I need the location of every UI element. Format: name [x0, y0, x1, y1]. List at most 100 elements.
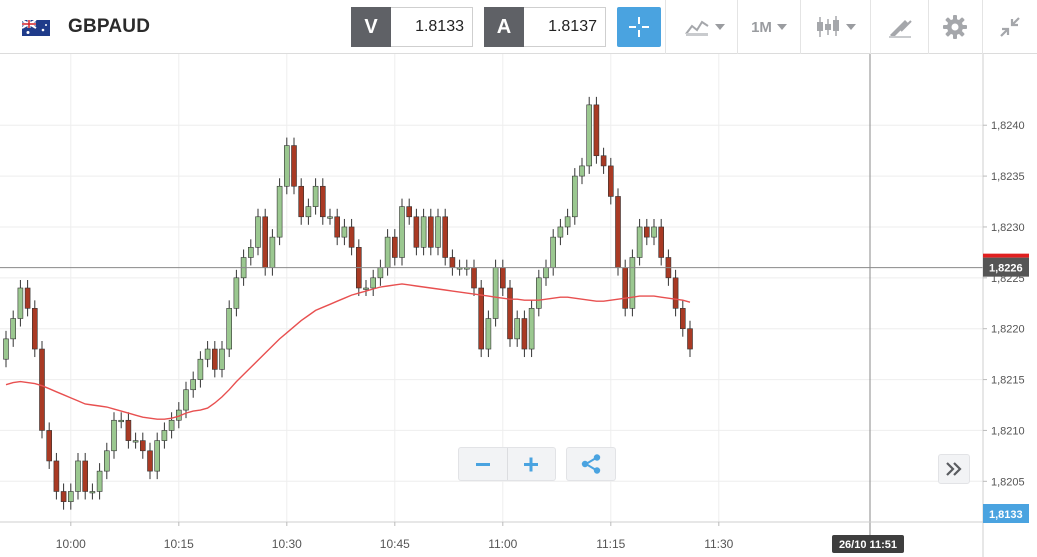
candle-body [75, 460, 81, 492]
current-price-label: 1,8226 [989, 263, 1023, 275]
minus-icon [475, 463, 490, 466]
chart-type-button[interactable] [676, 7, 732, 47]
candle-body [276, 185, 283, 238]
candle-body [334, 216, 341, 238]
scroll-to-latest-button[interactable] [938, 454, 970, 484]
candle-body [348, 226, 355, 248]
candle-body [60, 491, 67, 502]
settings-button[interactable] [934, 7, 976, 47]
candle-body [46, 430, 53, 462]
candle-body [363, 287, 369, 290]
candle-body [147, 450, 153, 472]
buy-tag[interactable]: A [484, 7, 524, 47]
sell-price-box[interactable]: V 1.8133 [351, 7, 473, 47]
sell-tag[interactable]: V [351, 7, 391, 47]
candle-body [17, 287, 24, 319]
toolbar-divider [870, 0, 871, 54]
current-price-accent [983, 253, 1029, 258]
bid-price-marker [983, 504, 1029, 523]
candlestick-icon [816, 16, 839, 37]
candle-body [3, 338, 9, 360]
collapse-icon [1000, 17, 1020, 37]
candle-body [535, 277, 542, 309]
candle-body [118, 419, 124, 423]
zoom-out-button[interactable] [459, 448, 507, 480]
timeframe-dropdown[interactable]: 1M [744, 7, 794, 47]
crosshair-button[interactable] [617, 7, 661, 47]
candle-body [514, 318, 521, 340]
candle-body [543, 267, 549, 279]
candle-body [427, 216, 434, 248]
candle-body [687, 328, 693, 350]
candle-body [651, 226, 657, 238]
x-tick-label: 11:30 [704, 537, 733, 551]
candle-body [629, 257, 636, 309]
chart-grid [0, 54, 983, 522]
collapse-button[interactable] [988, 7, 1032, 47]
candle-body [319, 185, 326, 218]
toolbar-divider [928, 0, 929, 54]
candle-body [658, 226, 665, 258]
toolbar-divider [982, 0, 983, 54]
candle-body [298, 185, 305, 218]
candle-body [197, 358, 204, 380]
candle-body [420, 216, 427, 248]
candle-body [204, 348, 211, 360]
plus-icon [524, 457, 539, 472]
zoom-in-button[interactable] [508, 448, 556, 480]
candle-body [607, 165, 614, 197]
buy-price[interactable]: 1.8137 [524, 7, 606, 47]
x-tick-label: 10:30 [272, 537, 302, 551]
candle-body [449, 257, 456, 268]
drawing-tools-icon [889, 20, 912, 38]
candle-body [557, 226, 564, 238]
candle-style-button[interactable] [808, 7, 862, 47]
cursor-time-marker [832, 535, 904, 553]
candle-body [384, 236, 391, 268]
x-tick-label: 10:45 [380, 537, 410, 551]
sell-price[interactable]: 1.8133 [391, 7, 473, 47]
chevron-down-icon [776, 24, 787, 30]
candle-body [161, 430, 168, 441]
share-button[interactable] [566, 447, 616, 481]
candle-body [492, 267, 499, 319]
axes: 1,82051,82101,82151,82201,82251,82301,82… [0, 54, 1029, 557]
candle-body [212, 348, 218, 370]
candle-body [528, 308, 535, 350]
candle-body [622, 267, 629, 309]
candle-body [248, 247, 254, 258]
y-tick-label: 1,8235 [991, 171, 1025, 183]
drawing-tools-button[interactable] [876, 7, 924, 47]
candle-body [435, 216, 441, 248]
candle-body [89, 491, 96, 494]
toolbar-divider [800, 0, 801, 54]
share-icon [581, 454, 601, 474]
price-chart[interactable]: 1,82051,82101,82151,82201,82251,82301,82… [0, 54, 1037, 557]
candle-body [154, 440, 160, 472]
uk-australia-flag-icon [22, 20, 50, 36]
candle-body [600, 155, 607, 167]
candle-body [471, 267, 477, 289]
current-price-marker [983, 257, 1029, 277]
candle-body [485, 318, 492, 350]
crosshair-cursor [0, 54, 983, 545]
candle-body [190, 379, 196, 391]
candle-body [111, 419, 117, 452]
buy-price-box[interactable]: A 1.8137 [484, 7, 606, 47]
candle-body [10, 318, 16, 340]
cursor-time-label: 26/10 11:51 [839, 539, 897, 551]
candle-body [283, 145, 290, 187]
timeframe-label: 1M [751, 18, 772, 36]
toolbar-divider [665, 0, 666, 54]
candle-body [571, 175, 578, 218]
candle-body [636, 226, 643, 258]
candle-body [255, 216, 261, 248]
y-tick-label: 1,8210 [991, 425, 1025, 437]
candle-body [672, 277, 679, 309]
candle-body [226, 308, 232, 350]
candle-body [406, 206, 413, 218]
crosshair-icon [629, 17, 649, 37]
y-tick-label: 1,8230 [991, 222, 1025, 234]
candle-body [586, 104, 593, 167]
x-tick-label: 10:15 [164, 537, 194, 551]
